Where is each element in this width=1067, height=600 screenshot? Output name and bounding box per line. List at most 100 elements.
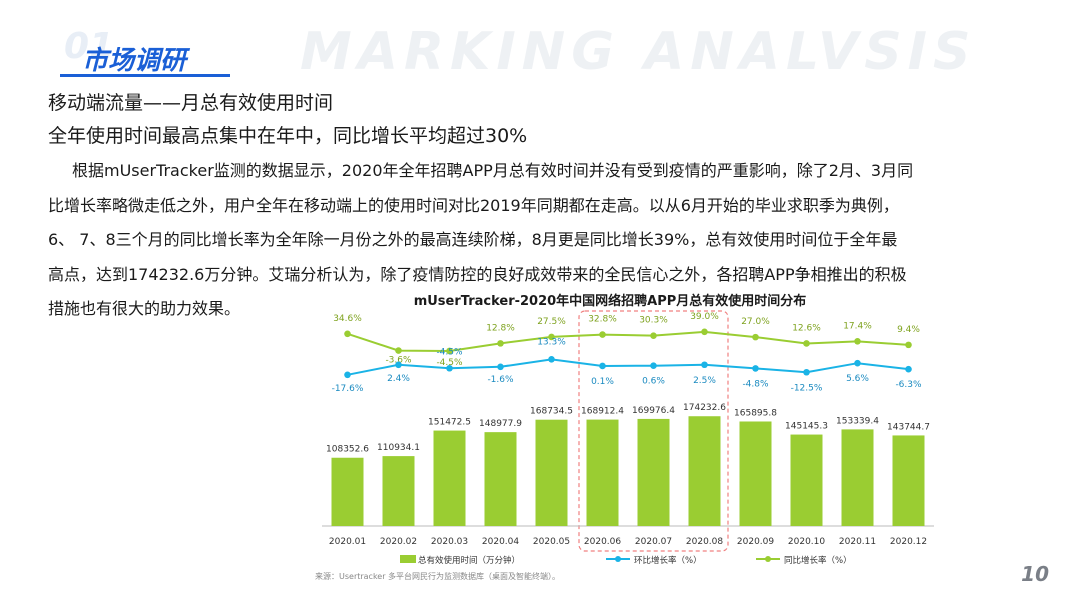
yoy-point (803, 340, 810, 347)
bar-value-label: 148977.9 (479, 419, 522, 429)
x-tick-label: 2020.04 (482, 537, 519, 547)
yoy-point (446, 347, 453, 355)
mom-label: -4.5% (436, 347, 463, 357)
yoy-label: 39.0% (690, 312, 719, 322)
bar-value-label: 145145.3 (785, 422, 828, 432)
yoy-label: 30.3% (639, 316, 668, 326)
bar-value-label: 143744.7 (887, 422, 930, 432)
mom-label: 13.3% (537, 337, 566, 347)
chart-title: mUserTracker-2020年中国网络招聘APP月总有效使用时间分布 (413, 294, 807, 309)
mom-point (548, 356, 555, 363)
x-tick-label: 2020.02 (380, 537, 417, 547)
yoy-label: 27.0% (741, 317, 770, 327)
bar-value-label: 174232.6 (683, 403, 726, 413)
x-tick-label: 2020.10 (788, 537, 825, 547)
mom-line (347, 358, 909, 376)
bar-value-label: 169976.4 (632, 406, 675, 416)
legend-label: 同比增长率（%） (784, 555, 852, 566)
yoy-label: 27.5% (537, 317, 566, 327)
x-tick-label: 2020.12 (890, 537, 927, 547)
legend-swatch-yoy-point (765, 556, 771, 562)
paragraph-line: 措施也有很大的助力效果。 (48, 299, 241, 318)
legend-label: 总有效使用时间（万分钟） (418, 555, 520, 566)
yoy-label: 12.8% (486, 323, 515, 333)
yoy-point (854, 338, 861, 345)
highlight-box (578, 310, 729, 552)
x-tick-label: 2020.01 (329, 537, 366, 547)
legend-label: 环比增长率（%） (634, 555, 702, 566)
mom-label: 5.6% (846, 374, 869, 384)
bar-value-label: 168734.5 (530, 407, 573, 417)
yoy-point (497, 340, 504, 347)
legend-swatch-bar (400, 555, 416, 563)
page-summary: 全年使用时间最高点集中在年中，同比增长平均超过30% (48, 125, 528, 147)
mom-point (650, 362, 657, 369)
mom-point (344, 371, 351, 379)
mom-point (701, 361, 708, 369)
bar (586, 419, 619, 526)
mom-label: 2.5% (693, 376, 716, 386)
paragraph-line: 根据mUserTracker监测的数据显示，2020年全年招聘APP月总有效时间… (72, 161, 914, 180)
bar (382, 456, 415, 526)
bar (739, 421, 772, 526)
yoy-point (650, 332, 657, 339)
mom-label: -12.5% (791, 383, 823, 393)
yoy-label: 9.4% (897, 325, 920, 335)
bar (892, 435, 925, 526)
yoy-label: 12.6% (792, 323, 821, 333)
bar (637, 418, 670, 526)
combo-chart: 108352.6 110934.1 151472.5 148977.9 168734.5… (322, 310, 934, 566)
bar-value-label: 151472.5 (428, 418, 471, 428)
mom-point (752, 365, 759, 372)
bar (484, 432, 517, 526)
yoy-point (905, 341, 912, 349)
mom-point (905, 365, 912, 373)
mom-point (395, 361, 402, 369)
bar-value-label: 108352.6 (326, 445, 369, 455)
section-title: 市场调研 (82, 46, 187, 76)
bar (790, 434, 823, 526)
mom-point (446, 364, 453, 372)
x-tick-label: 2020.03 (431, 537, 468, 547)
yoy-line (347, 330, 909, 352)
mom-point (497, 363, 504, 371)
x-tick-label: 2020.08 (686, 537, 723, 547)
paragraph-line: 6、 7、8三个月的同比增长率为全年除一月份之外的最高连续阶梯，8月更是同比增长… (48, 230, 898, 249)
x-tick-label: 2020.09 (737, 537, 774, 547)
bar-value-label: 110934.1 (377, 443, 420, 453)
bar (841, 429, 874, 526)
title-underline (60, 74, 230, 77)
bar-value-label: 153339.4 (836, 416, 879, 426)
yoy-point (599, 331, 606, 338)
page-subtitle: 移动端流量——月总有效使用时间 (48, 92, 334, 114)
bar (433, 430, 466, 526)
mom-label: -17.6% (332, 384, 364, 394)
bar (331, 457, 364, 526)
bar-value-label: 168912.4 (581, 407, 624, 417)
body-paragraph: 根据mUserTracker监测的数据显示，2020年全年招聘APP月总有效时间… (48, 154, 1033, 327)
x-tick-label: 2020.07 (635, 537, 672, 547)
mom-label: -6.3% (895, 380, 922, 390)
mom-point (803, 368, 810, 376)
mom-label: 2.4% (387, 374, 410, 384)
mom-label: 0.1% (591, 377, 614, 387)
mom-point (854, 359, 861, 367)
yoy-point (701, 328, 708, 336)
header-watermark: MARKING ANALVSIS (300, 22, 977, 82)
x-tick-label: 2020.05 (533, 537, 570, 547)
yoy-label: 34.6% (333, 314, 362, 324)
mom-label: 0.6% (642, 377, 665, 387)
yoy-label: -3.6% (385, 356, 412, 366)
mom-label: -1.6% (487, 375, 514, 385)
page-number: 10 (1021, 562, 1049, 586)
mom-point (599, 362, 606, 370)
bar (688, 416, 721, 526)
legend-swatch-mom-point (615, 556, 621, 562)
yoy-label: 32.8% (588, 315, 617, 325)
paragraph-line: 高点，达到174232.6万分钟。艾瑞分析认为，除了疫情防控的良好成效带来的全民… (48, 264, 907, 284)
bar (535, 419, 568, 526)
yoy-point (548, 333, 555, 341)
source-note: 来源：Usertracker 多平台网民行为监测数据库（桌面及智能终端）。 (315, 572, 561, 581)
paragraph-line: 比增长率略微走低之外，用户全年在移动端上的使用时间对比2019年同期都在走高。以… (48, 195, 899, 215)
bar-value-label: 165895.8 (734, 408, 777, 418)
